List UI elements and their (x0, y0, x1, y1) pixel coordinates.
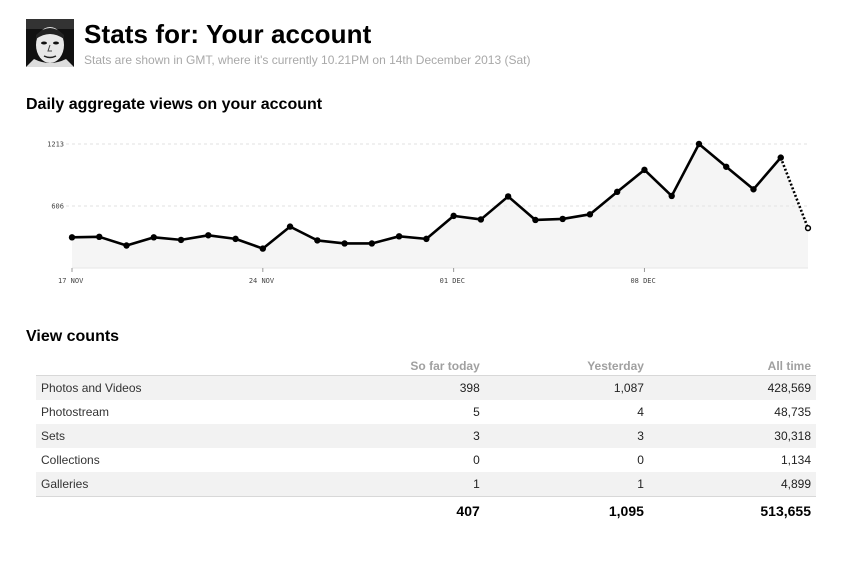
data-point (205, 232, 212, 239)
data-point (641, 166, 648, 174)
table-header-label (36, 356, 345, 376)
daily-views-chart: 606 1213 17 NOV 24 NOV 01 DEC 08 DEC (0, 130, 841, 295)
x-tick-label: 17 NOV (58, 277, 84, 285)
table-row: Galleries 1 1 4,899 (36, 472, 816, 497)
avatar-image (26, 19, 74, 67)
data-point (232, 235, 239, 243)
chart-section-title: Daily aggregate views on your account (26, 96, 323, 113)
data-point (586, 211, 594, 218)
x-tick-label: 24 NOV (249, 277, 275, 285)
table-row: Photos and Videos 398 1,087 428,569 (36, 375, 816, 400)
table-totals-row: 407 1,095 513,655 (36, 497, 816, 526)
data-point (341, 240, 348, 247)
x-tick-label: 08 DEC (630, 277, 655, 285)
total-yesterday: 1,095 (608, 503, 644, 519)
data-point (750, 186, 757, 193)
cell-today: 398 (344, 375, 485, 400)
cell-yesterday: 1,087 (484, 375, 649, 400)
cell-alltime: 4,899 (648, 472, 816, 497)
view-counts-table: So far today Yesterday All time Photos a… (36, 356, 816, 525)
table-header-alltime: All time (648, 356, 816, 376)
x-tick-label: 01 DEC (440, 277, 465, 285)
data-point (368, 240, 376, 247)
cell-today: 1 (344, 472, 485, 497)
table-row: Photostream 5 4 48,735 (36, 400, 816, 424)
daily-views-chart-svg: 606 1213 17 NOV 24 NOV 01 DEC 08 DEC (47, 140, 812, 285)
row-label: Galleries (36, 472, 345, 497)
data-point (723, 163, 730, 170)
data-point (559, 215, 566, 223)
table-header-today: So far today (344, 356, 485, 376)
total-today: 407 (456, 503, 480, 519)
data-point (123, 242, 130, 249)
cell-yesterday: 4 (637, 405, 644, 419)
data-point (613, 188, 621, 196)
data-point (177, 236, 185, 244)
view-counts-title: View counts (26, 328, 120, 345)
cell-alltime: 1,134 (780, 453, 811, 467)
data-point (96, 233, 103, 241)
table-header-row: So far today Yesterday All time (36, 356, 816, 376)
cell-yesterday: 0 (637, 453, 644, 467)
series-line-partial (779, 157, 810, 229)
data-point (804, 224, 812, 232)
cell-today: 0 (473, 453, 480, 467)
data-point (668, 192, 675, 200)
data-point (532, 216, 539, 224)
cell-alltime: 30,318 (648, 424, 816, 448)
data-point (450, 212, 457, 220)
row-label: Photostream (41, 405, 110, 419)
y-tick-label: 606 (51, 203, 64, 211)
table-row: Sets 3 3 30,318 (36, 424, 816, 448)
data-point (504, 193, 512, 200)
table-header-yesterday: Yesterday (484, 356, 649, 376)
avatar[interactable] (26, 19, 74, 67)
data-point (477, 216, 485, 223)
totals-label (36, 497, 345, 526)
page-title: Stats for: Your account (84, 19, 372, 49)
data-point (395, 233, 403, 240)
row-label: Sets (36, 424, 345, 448)
cell-yesterday: 3 (484, 424, 649, 448)
row-label: Collections (41, 453, 100, 467)
data-point (777, 154, 784, 161)
cell-today: 5 (473, 405, 480, 419)
row-label: Photos and Videos (36, 375, 345, 400)
page-subtitle: Stats are shown in GMT, where it's curre… (84, 53, 531, 67)
data-point (259, 245, 267, 252)
chart-area (72, 144, 808, 268)
data-point (286, 223, 294, 230)
data-point (68, 234, 76, 241)
cell-alltime: 428,569 (648, 375, 816, 400)
data-point (423, 235, 430, 243)
table-row: Collections 0 0 1,134 (36, 448, 816, 472)
data-point (695, 140, 703, 148)
cell-today: 3 (344, 424, 485, 448)
data-point (150, 234, 157, 241)
cell-alltime: 48,735 (774, 405, 811, 419)
data-point (314, 237, 321, 244)
cell-yesterday: 1 (484, 472, 649, 497)
total-alltime: 513,655 (760, 503, 811, 519)
y-tick-label: 1213 (47, 141, 64, 149)
